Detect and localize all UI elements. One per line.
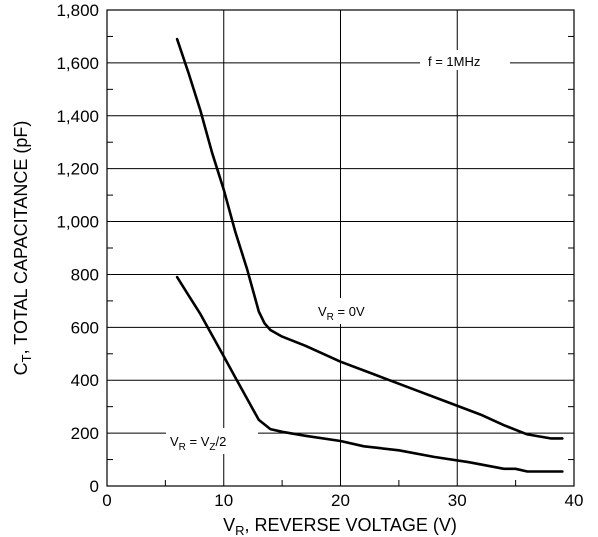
series-1-label-background xyxy=(312,298,384,324)
plot-frame xyxy=(106,9,575,487)
series-line-1 xyxy=(175,37,564,440)
y-axis-label-rest: , TOTAL CAPACITANCE (pF) xyxy=(11,121,31,355)
frequency-annotation: f = 1MHz xyxy=(420,50,510,70)
series-1-label-sub: R xyxy=(327,312,334,323)
x-tick-label: 20 xyxy=(331,491,350,510)
y-axis-label-sub: T xyxy=(19,354,34,362)
series-1-label-v: V xyxy=(318,304,327,319)
series-line-2 xyxy=(175,275,564,473)
y-axis-label-c: C xyxy=(11,362,31,375)
series-1-label: VR = 0V xyxy=(312,298,384,324)
x-tick-label: 10 xyxy=(214,491,233,510)
tick-labels: 0 10 20 30 4002004006008001,0001,2001,4001,6… xyxy=(56,1,583,510)
series-2-label-rest: /2 xyxy=(216,434,227,449)
y-tick-label: 200 xyxy=(71,424,99,443)
x-axis-label: VR, REVERSE VOLTAGE (V) xyxy=(223,515,457,537)
series-2-label: VR = VZ/2 xyxy=(166,428,258,454)
frequency-annotation-background xyxy=(420,50,510,70)
series-2-label-text: VR = VZ/2 xyxy=(170,434,226,453)
series-2-label-sub-z: Z xyxy=(209,442,215,453)
frequency-annotation-text: f = 1MHz xyxy=(428,54,480,69)
series-lines xyxy=(175,37,564,473)
y-tick-label: 1,000 xyxy=(56,213,99,232)
y-tick-label: 1,800 xyxy=(56,1,99,20)
series-2-label-mid: = V xyxy=(186,434,210,449)
y-tick-label: 0 xyxy=(90,477,99,496)
y-tick-label: 1,600 xyxy=(56,54,99,73)
y-tick-label: 1,400 xyxy=(56,107,99,126)
y-tick-label: 400 xyxy=(71,371,99,390)
x-tick-label: 0 xyxy=(102,491,111,510)
x-axis-label-v: V xyxy=(223,515,235,535)
y-tick-label: 1,200 xyxy=(56,160,99,179)
series-1-label-rest: = 0V xyxy=(334,304,365,319)
x-axis-label-rest: , REVERSE VOLTAGE (V) xyxy=(245,515,457,535)
y-tick-label: 600 xyxy=(71,318,99,337)
series-2-label-sub-r: R xyxy=(179,442,186,453)
x-axis-label-sub: R xyxy=(235,523,244,537)
x-tick-label: 40 xyxy=(565,491,584,510)
series-2-label-v: V xyxy=(170,434,179,449)
x-tick-label: 30 xyxy=(448,491,467,510)
series-1-label-text: VR = 0V xyxy=(318,304,365,323)
y-tick-label: 800 xyxy=(71,265,99,284)
series-2-label-background xyxy=(166,428,258,454)
y-axis-label: CT, TOTAL CAPACITANCE (pF) xyxy=(11,121,34,376)
grid xyxy=(106,9,575,487)
